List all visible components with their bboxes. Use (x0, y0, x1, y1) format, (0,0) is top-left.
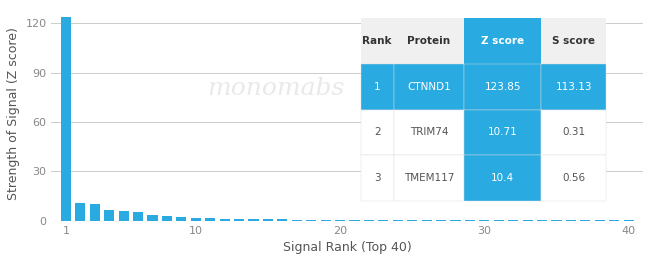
Text: 113.13: 113.13 (556, 82, 592, 92)
Bar (623, 220, 634, 221)
Bar (306, 220, 317, 221)
Bar (335, 220, 345, 221)
FancyBboxPatch shape (465, 64, 541, 110)
Bar (176, 217, 187, 221)
Text: 123.85: 123.85 (484, 82, 521, 92)
Bar (162, 216, 172, 221)
Text: 0.31: 0.31 (562, 127, 585, 138)
FancyBboxPatch shape (361, 64, 393, 110)
Text: 0.56: 0.56 (562, 173, 585, 183)
Bar (263, 219, 273, 221)
FancyBboxPatch shape (393, 110, 465, 155)
Text: Rank: Rank (363, 36, 392, 46)
Bar (609, 220, 619, 221)
FancyBboxPatch shape (541, 64, 606, 110)
Y-axis label: Strength of Signal (Z score): Strength of Signal (Z score) (7, 27, 20, 200)
Bar (133, 212, 143, 221)
Bar (278, 220, 287, 221)
FancyBboxPatch shape (361, 155, 393, 201)
Bar (465, 220, 475, 221)
Bar (595, 220, 604, 221)
Bar (508, 220, 518, 221)
Bar (320, 220, 331, 221)
Bar (566, 220, 576, 221)
Bar (450, 220, 461, 221)
Bar (479, 220, 489, 221)
Text: CTNND1: CTNND1 (407, 82, 451, 92)
Bar (393, 220, 403, 221)
FancyBboxPatch shape (465, 155, 541, 201)
Bar (436, 220, 446, 221)
Bar (118, 211, 129, 221)
FancyBboxPatch shape (465, 18, 541, 64)
Text: monomabs: monomabs (207, 77, 345, 100)
Bar (494, 220, 504, 221)
Bar (350, 220, 359, 221)
Bar (292, 220, 302, 221)
Bar (75, 203, 85, 221)
Bar (407, 220, 417, 221)
Text: S score: S score (552, 36, 595, 46)
Text: Protein: Protein (408, 36, 450, 46)
Text: 2: 2 (374, 127, 380, 138)
X-axis label: Signal Rank (Top 40): Signal Rank (Top 40) (283, 241, 411, 254)
FancyBboxPatch shape (361, 110, 393, 155)
Bar (148, 215, 157, 221)
Bar (61, 17, 71, 221)
Bar (90, 204, 100, 221)
FancyBboxPatch shape (541, 110, 606, 155)
Bar (248, 219, 259, 221)
Bar (580, 220, 590, 221)
Bar (190, 217, 201, 221)
FancyBboxPatch shape (393, 155, 465, 201)
FancyBboxPatch shape (541, 18, 606, 64)
Text: Z score: Z score (481, 36, 525, 46)
Bar (551, 220, 562, 221)
Text: 10.71: 10.71 (488, 127, 517, 138)
FancyBboxPatch shape (393, 64, 465, 110)
Bar (220, 218, 229, 221)
Text: TMEM117: TMEM117 (404, 173, 454, 183)
Bar (378, 220, 389, 221)
Text: TRIM74: TRIM74 (410, 127, 448, 138)
Bar (104, 210, 114, 221)
Text: 10.4: 10.4 (491, 173, 514, 183)
Text: 1: 1 (374, 82, 380, 92)
Bar (422, 220, 432, 221)
Bar (523, 220, 533, 221)
FancyBboxPatch shape (393, 18, 465, 64)
FancyBboxPatch shape (465, 110, 541, 155)
Bar (234, 219, 244, 221)
Bar (537, 220, 547, 221)
Text: 3: 3 (374, 173, 380, 183)
FancyBboxPatch shape (541, 155, 606, 201)
Bar (364, 220, 374, 221)
FancyBboxPatch shape (361, 18, 393, 64)
Bar (205, 218, 215, 221)
